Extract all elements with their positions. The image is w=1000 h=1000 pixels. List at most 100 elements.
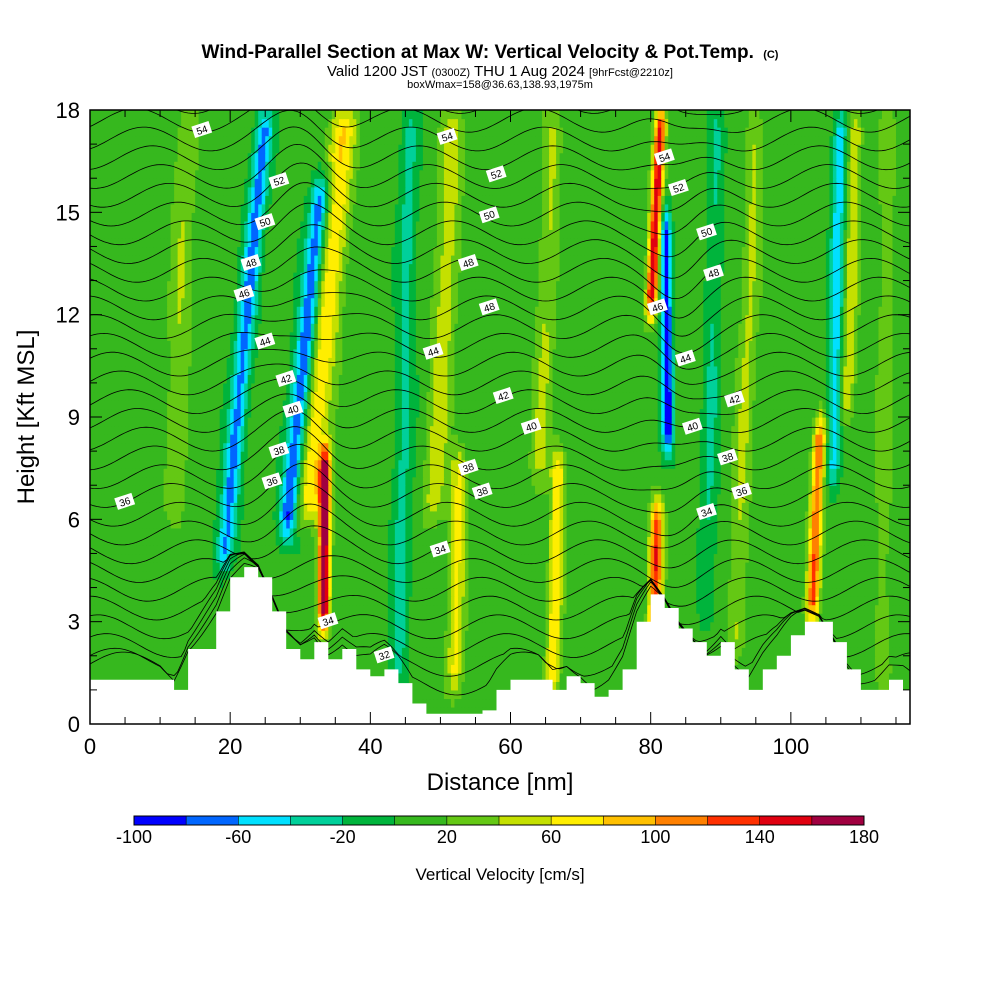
contour-labels: 54 52 50 48 46 44 42 40 38 36 36 34 32 54 52 50 48 48 44 42…: [114, 121, 752, 664]
contour-label-bg: [653, 148, 675, 166]
colorbar-tick-label: -20: [330, 827, 356, 847]
theta-contour-line: [90, 110, 910, 133]
contour-label-bg: [422, 342, 444, 360]
contour-label: 36: [261, 472, 283, 490]
contour-label: 52: [667, 179, 689, 197]
contour-label-bg: [696, 223, 717, 241]
chart-title-copyright: (C): [763, 49, 779, 61]
contour-label-text: 42: [728, 393, 742, 407]
contour-label-bg: [429, 540, 451, 558]
colorbar-tick-label: 100: [640, 827, 670, 847]
contour-label-text: 38: [462, 462, 476, 476]
contour-label-bg: [717, 448, 738, 466]
contour-label: 44: [422, 342, 444, 360]
contour-label-bg: [254, 332, 276, 350]
theta-contour-line: [90, 143, 910, 190]
contour-label-bg: [254, 213, 276, 231]
terrain-mask: [90, 567, 910, 724]
contour-label-bg: [674, 349, 696, 367]
contour-label-bg: [492, 387, 514, 405]
colorbar-tick-label: 20: [437, 827, 457, 847]
contour-label: 52: [268, 172, 290, 190]
contour-label: 34: [696, 503, 717, 521]
contour-label: 42: [492, 387, 514, 405]
subtitle-time: Valid 1200 JST: [327, 63, 427, 80]
x-tick-label: 0: [84, 734, 96, 759]
contour-label-text: 50: [258, 216, 272, 230]
theta-contour-line: [90, 162, 910, 212]
contour-label-bg: [520, 417, 542, 435]
contour-label-text: 44: [427, 346, 441, 360]
contour-label: 44: [674, 349, 696, 367]
theta-contour-line: [90, 269, 910, 319]
contour-label-text: 44: [679, 352, 693, 366]
contour-label-text: 54: [195, 124, 209, 138]
x-axis: 0 20 40 60 80 100: [84, 110, 897, 759]
theta-contour-line: [90, 409, 910, 452]
contour-label: 48: [703, 264, 724, 282]
x-axis-label: Distance [nm]: [427, 769, 574, 796]
contour-label-text: 36: [735, 485, 749, 499]
contour-label-bg: [275, 370, 297, 388]
contour-label: 50: [478, 206, 500, 224]
contour-label: 54: [653, 148, 675, 166]
theta-contour-line: [90, 525, 910, 569]
contour-label-text: 40: [286, 404, 300, 418]
theta-contour-line: [90, 363, 910, 400]
theta-contour-line: [90, 224, 910, 279]
chart-title-main: Wind-Parallel Section at Max W: Vertical…: [202, 42, 754, 63]
y-tick-label: 0: [68, 712, 80, 737]
contour-label-bg: [261, 472, 283, 490]
y-tick-label: 3: [68, 610, 80, 635]
contour-label: 36: [114, 492, 136, 510]
contour-label: 48: [457, 254, 479, 272]
theta-contour-line: [90, 503, 910, 549]
contour-label: 54: [191, 121, 213, 139]
contour-label: 46: [646, 298, 668, 316]
contour-label: 38: [457, 458, 479, 476]
contour-label-text: 48: [707, 267, 721, 281]
x-tick-label: 100: [772, 734, 809, 759]
colorbar-tick-label: 60: [541, 827, 561, 847]
colorbar-tick-label: -60: [225, 827, 251, 847]
theta-contour-line: [90, 348, 910, 385]
contour-label: 32: [373, 646, 395, 664]
colorbar-swatch: [655, 816, 709, 825]
contour-label-text: 48: [244, 257, 258, 271]
subtitle-date: THU 1 Aug 2024: [474, 63, 585, 80]
contour-label-text: 46: [651, 301, 665, 315]
theta-contour-line: [90, 551, 910, 625]
contour-label: 50: [696, 223, 717, 241]
contour-label: 34: [317, 612, 339, 630]
chart-title: Wind-Parallel Section at Max W: Vertical…: [202, 42, 779, 63]
theta-contour-line: [90, 482, 910, 537]
contour-label-bg: [724, 390, 745, 408]
theta-contour-line: [90, 462, 910, 514]
contour-label-text: 38: [476, 485, 490, 499]
theta-contour-line: [90, 562, 910, 696]
contour-label-bg: [667, 179, 689, 197]
contour-label-text: 38: [721, 451, 735, 465]
contour-label: 34: [429, 540, 451, 558]
theta-contour-line: [90, 110, 910, 152]
theta-contour-line: [90, 553, 910, 588]
contour-label: 50: [254, 213, 276, 231]
contour-label-text: 34: [700, 506, 714, 520]
contour-label-text: 40: [525, 421, 539, 435]
y-tick-label: 15: [56, 200, 80, 225]
theta-contour-line: [90, 246, 910, 300]
colorbar-swatch: [707, 816, 761, 825]
contour-label-text: 36: [118, 496, 132, 510]
colorbar-tick-label: 140: [745, 827, 775, 847]
x-tick-label: 60: [498, 734, 522, 759]
contour-label: 36: [731, 482, 752, 500]
contour-label-bg: [681, 417, 703, 435]
contour-label-text: 44: [258, 335, 272, 349]
contour-label-bg: [436, 127, 458, 145]
contour-label-text: 40: [686, 421, 700, 435]
theta-contour-line: [90, 292, 910, 337]
contour-label-text: 50: [700, 226, 714, 240]
colorbar-swatch: [134, 816, 187, 825]
contour-label-text: 36: [265, 475, 279, 489]
contour-label: 40: [681, 417, 703, 435]
